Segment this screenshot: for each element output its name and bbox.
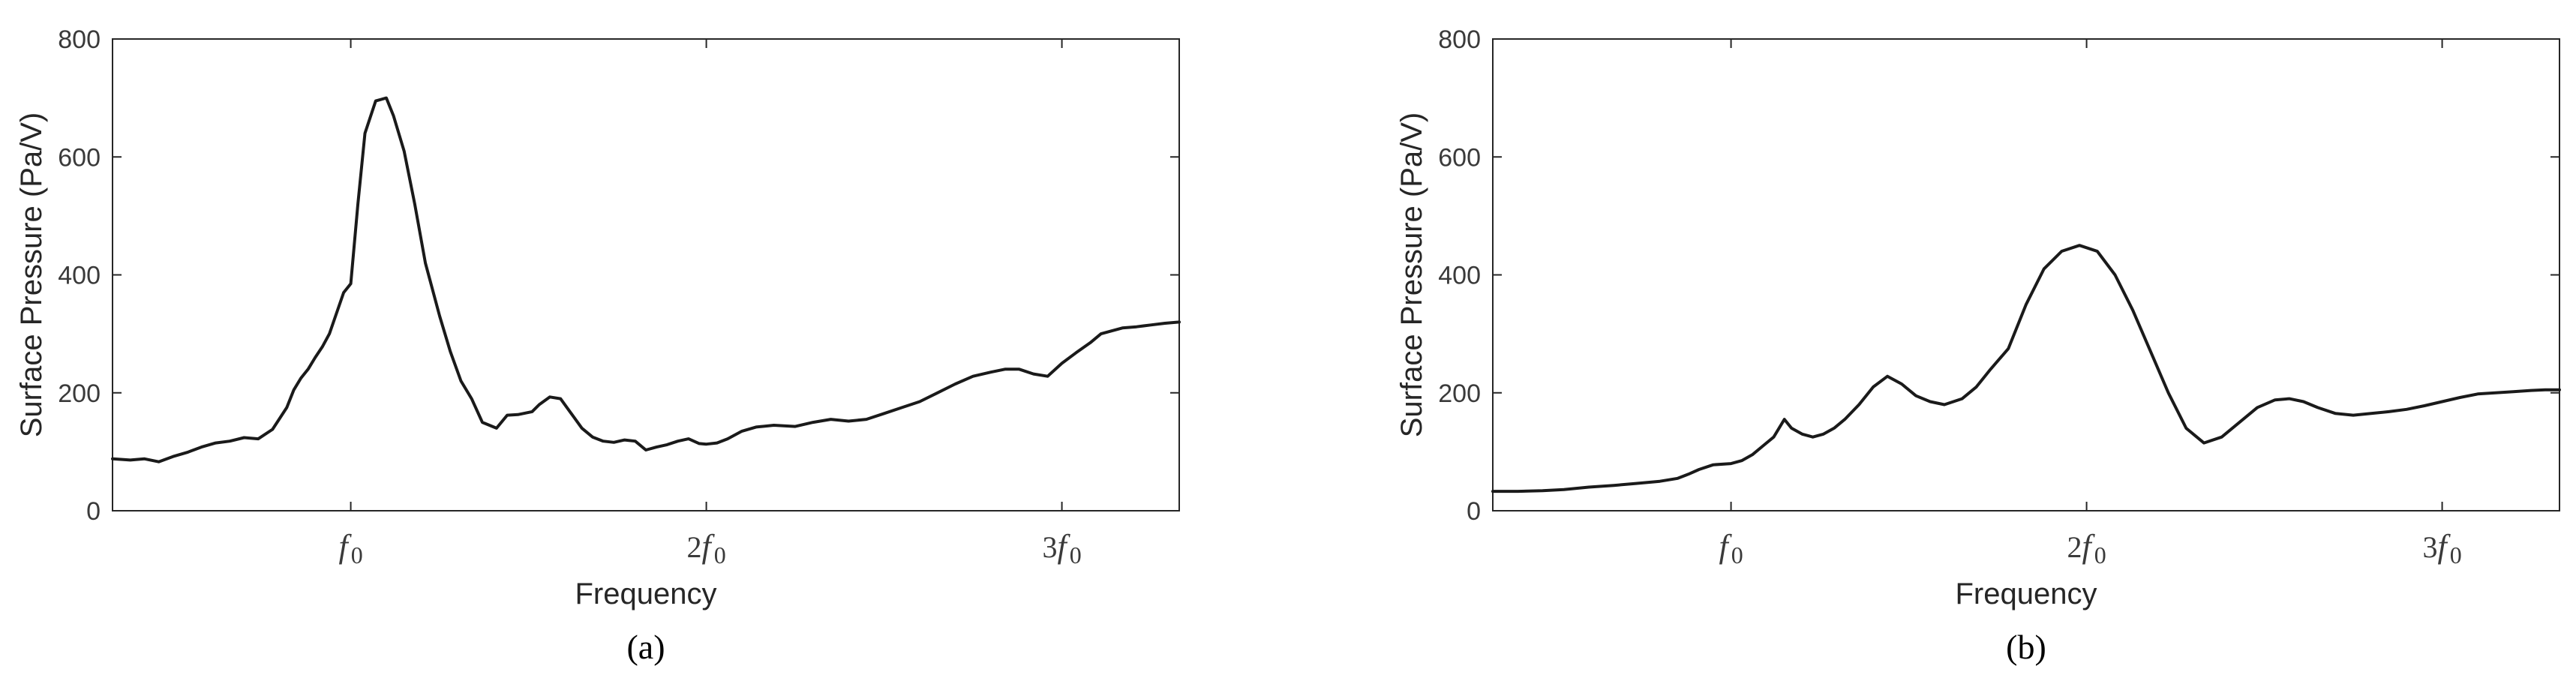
chart-a: 0 200 400 600 800 f 0 2f 0 3f 0 Frequency Surface Pr… <box>15 26 1181 666</box>
x-axis-label: Frequency <box>1956 578 2097 610</box>
y-axis-label: Surface Pressure (Pa/V) <box>15 112 48 438</box>
y-tick-label: 400 <box>58 262 101 290</box>
y-tick-label: 0 <box>86 497 101 526</box>
subfigure-caption: (b) <box>2006 628 2046 666</box>
x-tick-label: 2f 0 <box>686 528 725 568</box>
y-tick-label: 200 <box>58 380 101 408</box>
chart-b: 0 200 400 600 800 f 0 2f 0 3f 0 Frequency Surface Pr… <box>1395 26 2561 666</box>
x-tick-label: 3f 0 <box>2422 528 2461 568</box>
y-tick-label: 600 <box>58 143 101 172</box>
y-tick-label: 400 <box>1438 262 1481 290</box>
y-axis-label: Surface Pressure (Pa/V) <box>1395 112 1428 438</box>
series-line <box>111 96 1181 464</box>
series-line <box>1491 244 2561 494</box>
x-tick-label: 2f 0 <box>2067 528 2106 568</box>
y-tick-label: 600 <box>1438 143 1481 172</box>
subfigure-caption: (a) <box>626 628 665 666</box>
x-tick-label: 3f 0 <box>1042 528 1081 568</box>
plot-area-frame <box>1492 38 2560 512</box>
y-tick-label: 0 <box>1467 497 1481 526</box>
x-axis-label: Frequency <box>575 578 717 610</box>
y-tick-label: 800 <box>1438 26 1481 54</box>
plot-area-frame <box>112 38 1180 512</box>
y-tick-label: 800 <box>58 26 101 54</box>
y-tick-label: 200 <box>1438 380 1481 408</box>
